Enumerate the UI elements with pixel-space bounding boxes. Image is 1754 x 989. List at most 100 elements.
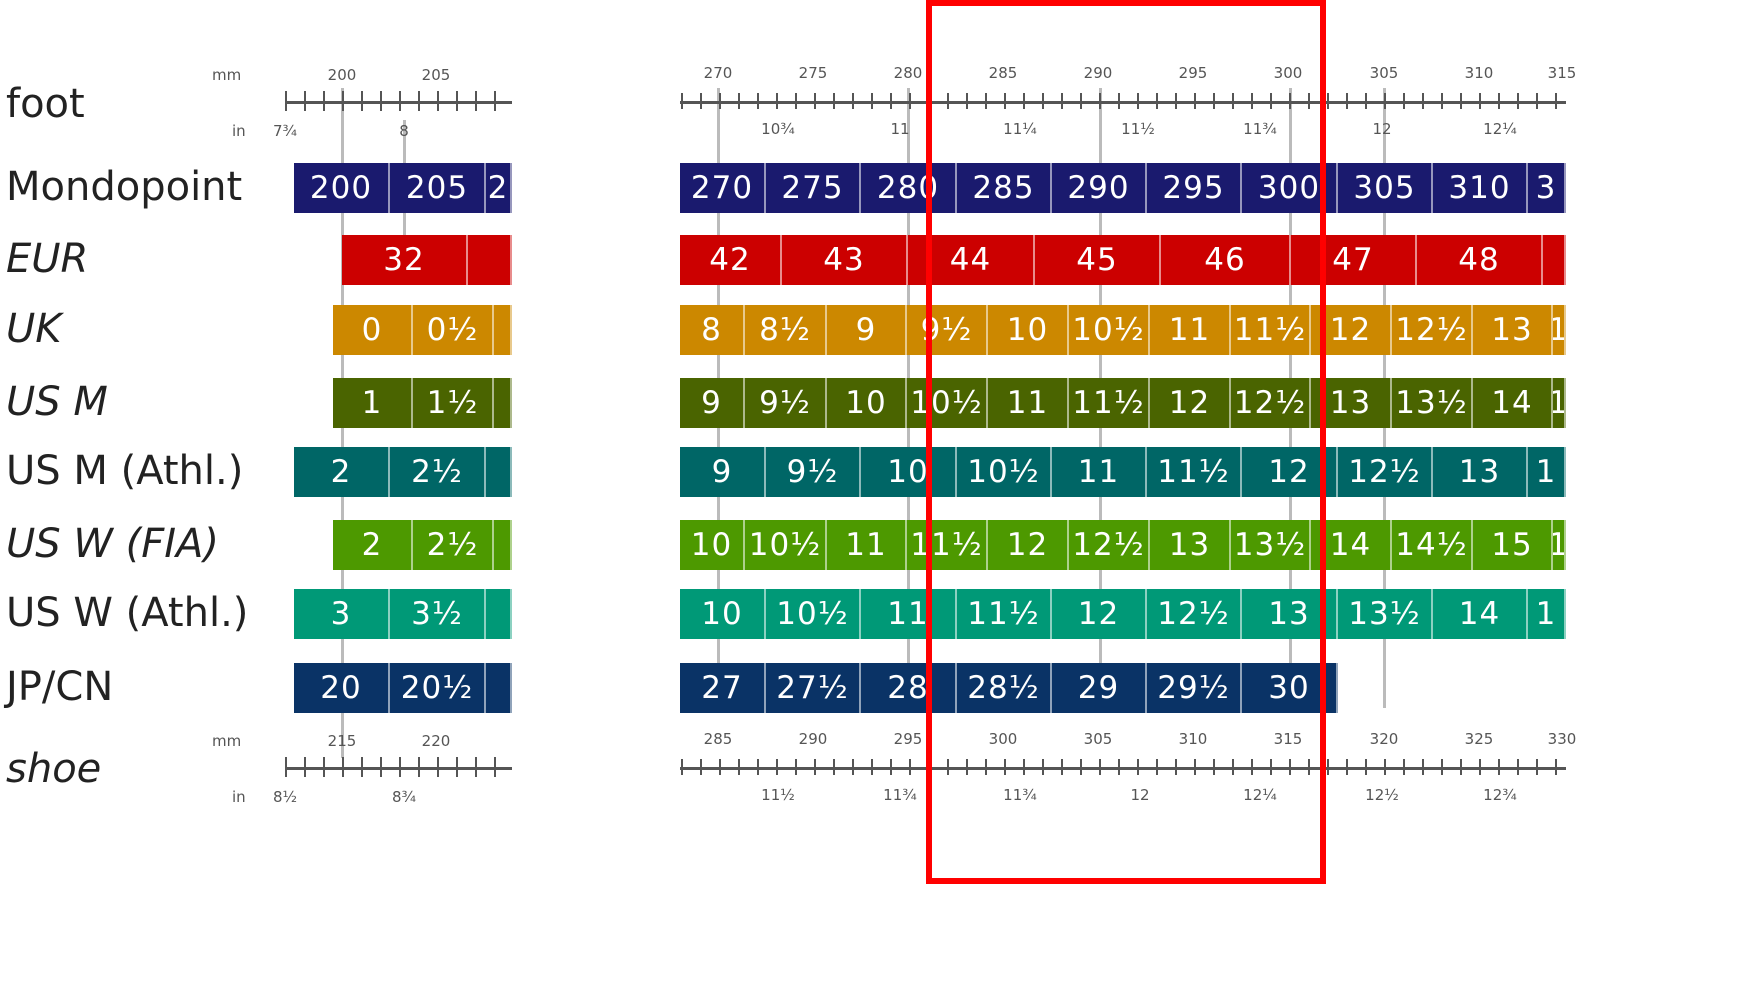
shoe-tick bbox=[947, 759, 949, 775]
foot-tick bbox=[1232, 93, 1234, 109]
foot-mm-label: 280 bbox=[893, 64, 923, 82]
shoe-tick bbox=[681, 759, 683, 775]
size-value: 1 bbox=[1553, 378, 1564, 428]
size-value: 1½ bbox=[426, 385, 479, 421]
foot-tick bbox=[1441, 93, 1443, 109]
size-cell-us-m-athl: 10½ bbox=[957, 447, 1052, 497]
shoe-tick bbox=[738, 759, 740, 775]
shoe-in-label: 8¾ bbox=[391, 788, 417, 806]
size-cell-us-m bbox=[494, 378, 512, 428]
size-cell-eur: 43 bbox=[782, 235, 908, 285]
foot-mm-label: 295 bbox=[1178, 64, 1208, 82]
foot-tick bbox=[361, 91, 363, 111]
size-value: 15 bbox=[1491, 527, 1533, 563]
shoe-tick bbox=[1175, 759, 1177, 775]
shoe-in-label: 12¾ bbox=[1483, 786, 1517, 804]
foot-tick bbox=[1555, 93, 1557, 109]
size-cell-jp-cn: 28 bbox=[861, 663, 957, 713]
size-cell-us-w-fia bbox=[494, 520, 512, 570]
size-value: 14 bbox=[1491, 385, 1533, 421]
size-value: 10 bbox=[887, 454, 929, 490]
foot-in-label: 10¾ bbox=[761, 120, 795, 138]
size-value: 43 bbox=[823, 242, 865, 278]
size-cell-us-m: 9 bbox=[680, 378, 745, 428]
foot-mm-label: 270 bbox=[703, 64, 733, 82]
foot-tick bbox=[871, 93, 873, 109]
size-cell-uk: 12½ bbox=[1392, 305, 1473, 355]
foot-tick bbox=[1384, 93, 1386, 109]
size-cell-mondopoint: 3 bbox=[1528, 163, 1566, 213]
shoe-tick bbox=[814, 759, 816, 775]
size-value bbox=[486, 447, 510, 497]
shoe-tick bbox=[1384, 759, 1386, 775]
foot-tick bbox=[719, 93, 721, 109]
size-cell-us-w-athl: 10 bbox=[680, 589, 766, 639]
foot-tick bbox=[700, 93, 702, 109]
shoe-tick bbox=[323, 757, 325, 777]
size-value: 32 bbox=[383, 242, 425, 278]
size-value: 48 bbox=[1458, 242, 1500, 278]
size-value: 10½ bbox=[967, 454, 1040, 490]
size-value: 29½ bbox=[1157, 670, 1230, 706]
foot-tick bbox=[494, 91, 496, 111]
size-cell-us-m-athl: 2 bbox=[294, 447, 390, 497]
size-cell-jp-cn: 29½ bbox=[1147, 663, 1242, 713]
size-cell-uk bbox=[494, 305, 512, 355]
foot-unit-in: in bbox=[232, 122, 246, 140]
shoe-tick bbox=[985, 759, 987, 775]
size-cell-mondopoint: 205 bbox=[390, 163, 486, 213]
foot-in-label: 12 bbox=[1372, 120, 1392, 138]
size-cell-eur: 42 bbox=[680, 235, 782, 285]
size-cell-jp-cn: 20½ bbox=[390, 663, 486, 713]
shoe-tick bbox=[399, 757, 401, 777]
foot-tick bbox=[795, 93, 797, 109]
size-value bbox=[1543, 235, 1564, 285]
size-value: 11 bbox=[887, 596, 929, 632]
size-value: 1 bbox=[1535, 454, 1557, 490]
size-value: 9½ bbox=[759, 385, 811, 421]
size-value: 10 bbox=[845, 385, 887, 421]
foot-tick bbox=[833, 93, 835, 109]
foot-tick bbox=[1099, 93, 1101, 109]
shoe-in-label: 12½ bbox=[1365, 786, 1399, 804]
shoe-tick bbox=[1365, 759, 1367, 775]
size-cell-uk: 10 bbox=[988, 305, 1069, 355]
size-cell-jp-cn bbox=[486, 663, 512, 713]
shoe-tick bbox=[1042, 759, 1044, 775]
shoe-tick bbox=[871, 759, 873, 775]
size-value: 12 bbox=[1168, 385, 1211, 421]
size-value: 12 bbox=[1006, 527, 1049, 563]
size-value: 12 bbox=[1268, 454, 1310, 490]
shoe-tick bbox=[1023, 759, 1025, 775]
foot-tick bbox=[1194, 93, 1196, 109]
size-value: 12½ bbox=[1233, 385, 1307, 421]
size-value: 1 bbox=[1553, 305, 1564, 355]
foot-in-label: 7¾ bbox=[272, 122, 298, 140]
size-value: 200 bbox=[309, 170, 373, 206]
size-cell-us-m-athl: 9 bbox=[680, 447, 766, 497]
foot-tick bbox=[1042, 93, 1044, 109]
size-cell-eur bbox=[468, 235, 512, 285]
size-value: 285 bbox=[972, 170, 1035, 206]
foot-mm-label: 305 bbox=[1369, 64, 1399, 82]
size-cell-us-w-athl: 12½ bbox=[1147, 589, 1242, 639]
size-value: 20 bbox=[320, 670, 362, 706]
shoe-tick bbox=[852, 759, 854, 775]
size-value: 11 bbox=[1168, 312, 1211, 348]
size-cell-us-w-athl: 12 bbox=[1052, 589, 1147, 639]
size-value: 9 bbox=[711, 454, 733, 490]
foot-tick bbox=[757, 93, 759, 109]
size-value: 13 bbox=[1329, 385, 1372, 421]
foot-tick bbox=[985, 93, 987, 109]
foot-tick bbox=[1023, 93, 1025, 109]
shoe-tick bbox=[304, 757, 306, 777]
shoe-tick bbox=[1156, 759, 1158, 775]
foot-tick bbox=[456, 91, 458, 111]
size-value: 2½ bbox=[411, 454, 463, 490]
size-cell-us-w-athl: 1 bbox=[1528, 589, 1566, 639]
size-value: 11½ bbox=[1157, 454, 1230, 490]
shoe-tick bbox=[1498, 759, 1500, 775]
foot-in-label: 11½ bbox=[1121, 120, 1155, 138]
size-cell-us-m-athl: 2½ bbox=[390, 447, 486, 497]
shoe-axis-line-left bbox=[285, 767, 512, 770]
